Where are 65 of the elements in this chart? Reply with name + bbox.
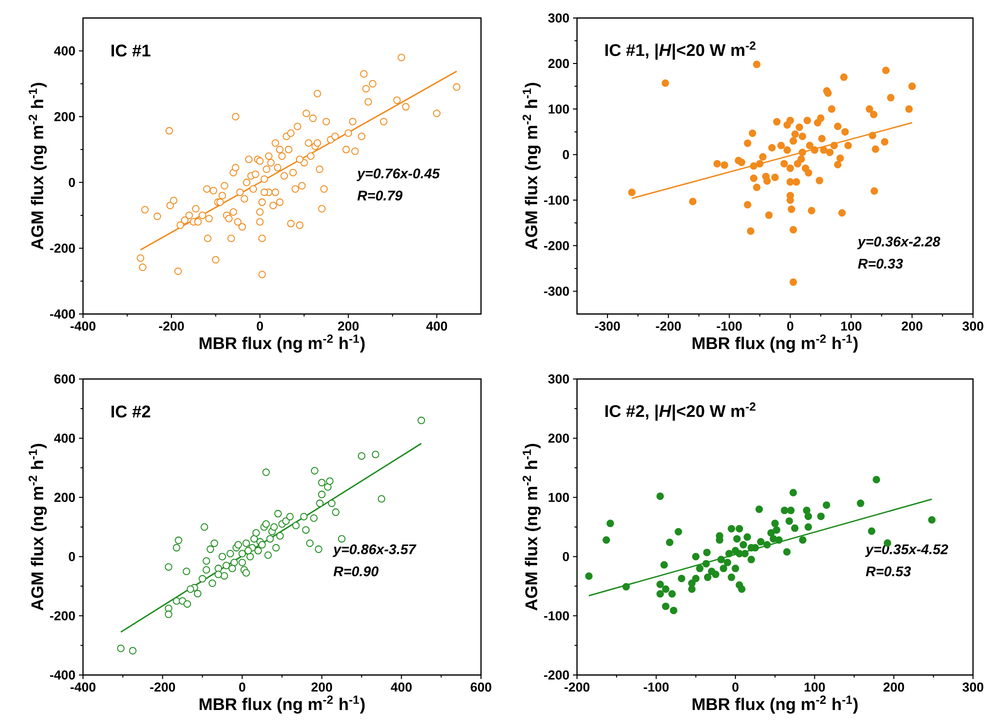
x-tick-label: 0	[732, 682, 738, 692]
y-tick-label: -100	[544, 611, 569, 620]
y-tick-label: -200	[50, 611, 75, 620]
x-tick-label: 0	[256, 322, 263, 331]
x-tick-label: 200	[311, 682, 332, 692]
y-tick-label: 300	[548, 13, 569, 23]
annotation: R=0.79	[357, 190, 402, 201]
x-tick-label: 600	[470, 682, 492, 692]
y-tick-label: 0	[562, 150, 569, 160]
x-axis-title: MBR flux (ng m$^{-2}$ h$^{-1}$)	[200, 696, 365, 714]
x-tick-label: 300	[962, 682, 984, 692]
y-tick-label: 200	[54, 492, 75, 502]
x-tick-label: 400	[390, 682, 412, 692]
y-tick-label: 300	[548, 374, 569, 384]
y-tick-label: 100	[548, 492, 569, 502]
x-tick-label: 100	[804, 682, 825, 692]
text: IC #2, |H|<20 W m$^{-2}$	[605, 402, 756, 421]
text: IC #1, |H|<20 W m$^{-2}$	[605, 41, 756, 60]
x-tick-label: 100	[841, 322, 862, 331]
annotation: R=0.33	[858, 258, 903, 269]
y-axis-title: AGM flux (ng m$^{-2}$ h$^{-1}$)	[522, 444, 541, 611]
x-tick-label: 0	[239, 682, 246, 692]
y-tick-label: 100	[548, 104, 569, 114]
annotation: y=0.35x-4.52	[865, 544, 948, 557]
x-tick-label: -100	[644, 682, 669, 692]
x-tick-label: -100	[716, 322, 742, 331]
x-axis-title: MBR flux (ng m$^{-2}$ h$^{-1}$)	[692, 334, 858, 353]
y-tick-label: 200	[548, 434, 569, 443]
y-tick-label: 400	[54, 46, 75, 56]
y-axis-title: AGM flux (ng m$^{-2}$ h$^{-1}$)	[522, 82, 541, 250]
text: IC #2	[112, 406, 150, 418]
y-tick-label: 0	[68, 552, 75, 562]
x-tick-label: 300	[962, 322, 984, 331]
y-tick-label: 400	[54, 434, 75, 443]
y-tick-label: -200	[544, 670, 569, 680]
annotation: R=0.53	[866, 566, 911, 576]
x-tick-label: 200	[338, 322, 359, 331]
y-tick-label: 200	[54, 112, 75, 122]
y-tick-label: 600	[54, 374, 75, 384]
x-tick-label: 0	[787, 322, 794, 331]
x-tick-label: -300	[595, 322, 620, 331]
y-tick-label: -400	[50, 670, 75, 680]
y-tick-label: 0	[562, 552, 569, 562]
y-tick-label: 0	[68, 178, 75, 188]
y-axis-title: AGM flux (ng m$^{-2}$ h$^{-1}$)	[28, 444, 47, 611]
annotation: y=0.86x-3.57	[332, 544, 416, 557]
annotation: R=0.90	[334, 566, 379, 576]
x-tick-label: -200	[150, 682, 176, 692]
x-axis-title: MBR flux (ng m$^{-2}$ h$^{-1}$)	[200, 334, 365, 353]
y-tick-label: -400	[50, 309, 75, 319]
y-tick-label: -200	[544, 241, 569, 250]
x-tick-label: 200	[883, 682, 904, 692]
y-tick-label: -200	[50, 244, 75, 253]
x-tick-label: -200	[158, 322, 184, 331]
y-tick-label: -100	[544, 196, 569, 205]
text: IC #1	[112, 44, 150, 57]
y-tick-label: -300	[544, 286, 569, 296]
annotation: y=0.76x-0.45	[356, 168, 440, 182]
y-tick-label: 200	[548, 58, 569, 68]
x-axis-title: MBR flux (ng m$^{-2}$ h$^{-1}$)	[692, 696, 858, 714]
y-axis-title: AGM flux (ng m$^{-2}$ h$^{-1}$)	[28, 82, 47, 250]
x-tick-label: 200	[902, 322, 922, 331]
x-tick-label: -200	[656, 322, 681, 331]
x-tick-label: 400	[426, 322, 448, 331]
annotation: y=0.36x-2.28	[857, 236, 940, 250]
